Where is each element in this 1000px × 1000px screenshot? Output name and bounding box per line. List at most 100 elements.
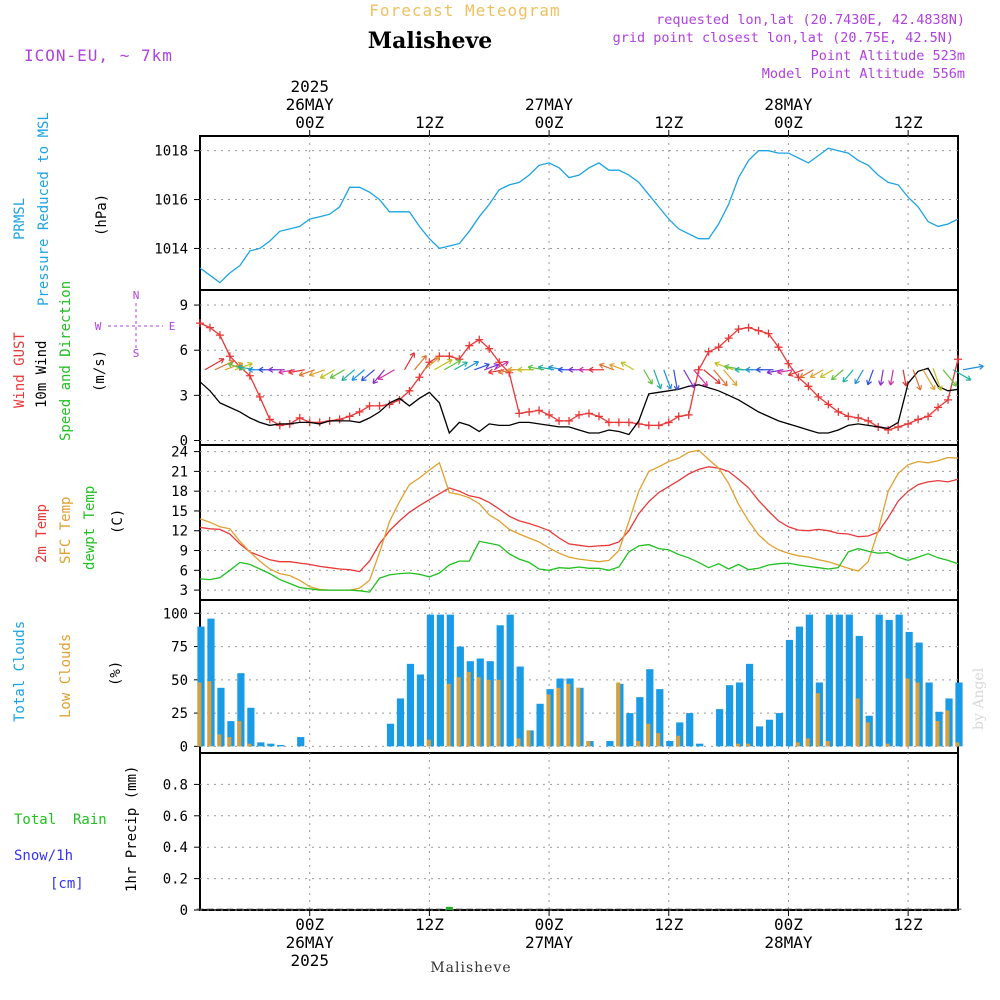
precip-bar [525, 908, 533, 910]
wind-arrow-head [537, 364, 544, 371]
location-title: Malisheve [368, 28, 492, 54]
wind-arrow [484, 363, 500, 371]
wind-arrow-shaft [204, 358, 225, 371]
clouds-cloud_total-bar [626, 713, 634, 747]
wind-arrow-head [557, 366, 563, 373]
compass-rose: N W E S [95, 289, 176, 360]
wind-arrow-shaft [683, 369, 695, 389]
wind-arrow-shaft [777, 369, 794, 374]
gust-marker [694, 365, 703, 374]
gust-marker [924, 412, 933, 421]
time-tick-label: 12Z [654, 915, 683, 934]
precip-bar [575, 908, 583, 910]
wind-arrow-head [421, 354, 427, 361]
gust-marker [225, 352, 234, 361]
point-altitude: Point Altitude 523m [811, 48, 965, 64]
wind-arrow [444, 359, 462, 371]
wind-arrow-shaft [714, 362, 734, 371]
clouds-cloud_low-bar [237, 721, 242, 747]
wind-arrow-head [978, 363, 984, 370]
clouds-cloud_total-bar [676, 722, 684, 747]
wind-arrow-shaft [234, 362, 253, 371]
wind-arrow-shaft [788, 369, 804, 376]
wind-arrow-head [809, 372, 816, 378]
clouds-cloud_total-bar [805, 614, 813, 747]
pressure-ytick-label: 1014 [154, 241, 188, 257]
clouds-cloud_total-bar [227, 721, 235, 747]
wind-arrow-shaft [329, 369, 345, 379]
sfc-title: SFC Temp [58, 497, 74, 564]
clouds-ytick-label: 50 [171, 673, 188, 689]
precip-bar [336, 908, 344, 910]
wind-arrow [227, 362, 246, 371]
precip-bar [784, 908, 792, 910]
wind-arrow-head [409, 352, 415, 358]
wind-arrow-head [609, 363, 615, 369]
pressure-panel: 1014 1016 1018 [154, 135, 959, 291]
pressure-title: PRMSL [12, 198, 28, 240]
clouds-cloud_total-bar [416, 674, 425, 747]
time-tick-label: 27MAY [525, 95, 574, 114]
wind-arrow-shaft [434, 359, 453, 371]
wind-arrow-head [819, 372, 826, 378]
wind-arrow-shaft [723, 369, 738, 386]
pressure-ytick-label: 1016 [154, 193, 188, 209]
precip-bar [495, 908, 503, 910]
precip-bar [884, 908, 892, 910]
requested-coords: requested lon,lat (20.7430E, 42.4838N) [656, 12, 965, 28]
clouds-cloud_total-bar [745, 663, 754, 747]
time-tick-label: 12Z [894, 113, 923, 132]
clouds-cloud_total-bar [406, 663, 415, 747]
precip-bar [715, 908, 723, 910]
clouds-cloud_total-bar [257, 742, 265, 747]
precip-bar [924, 908, 932, 910]
wind-arrow-head [766, 368, 773, 375]
wind-arrow-head [493, 363, 500, 369]
wind-arrow-head [724, 364, 730, 371]
wind-arrow-head [237, 364, 244, 371]
clouds-cloud_total-bar [396, 698, 405, 747]
wind-arrow-head [498, 368, 504, 375]
wind-arrow-shaft [319, 369, 335, 379]
wind-arrow-shaft [932, 368, 942, 391]
clouds-cloud_low-bar [456, 677, 461, 747]
precip-bar [595, 908, 603, 910]
gust-marker [215, 331, 224, 340]
wind-arrow-head [329, 373, 336, 379]
clouds-cloud_total-bar [845, 614, 853, 747]
time-tick-label: 12Z [415, 915, 444, 934]
clouds-cloud_total-bar [656, 689, 664, 747]
wind-arrow-head [620, 361, 627, 368]
wind-arrow-head [965, 375, 972, 381]
wind-arrow-head [462, 361, 468, 367]
time-tick-label: 26MAY [286, 95, 335, 114]
clouds-cloud_total-bar [895, 614, 903, 747]
compass-s: S [133, 347, 140, 360]
wind-arrow-head [360, 375, 367, 382]
wind-arrow-head [455, 359, 462, 365]
precip-panel: 0 0.2 0.4 0.6 0.8 [163, 752, 962, 919]
clouds-cloud_total-bar [885, 619, 893, 747]
wind-arrow [493, 360, 509, 371]
wind-arrow-head [484, 362, 490, 369]
wind-arrow [724, 364, 744, 371]
pressure-pressure-line [199, 147, 959, 284]
precip-bar [196, 908, 204, 910]
temperature-temp2m-line [199, 466, 959, 573]
wind-arrow-head [248, 366, 254, 373]
gust-marker [385, 400, 394, 409]
clouds-cloud_total-bar [835, 614, 843, 747]
time-tick-label: 2025 [290, 77, 329, 96]
wind-arrow-head [799, 372, 806, 379]
wind-arrow-head [951, 380, 958, 387]
temperature-ytick-label: 12 [171, 524, 188, 540]
pressure-ylabel: (hPa) [94, 194, 110, 236]
time-tick-label: 28MAY [764, 933, 813, 952]
time-tick-label: 27MAY [525, 933, 574, 952]
precip-bar [934, 908, 942, 910]
precip-bar [904, 908, 912, 910]
clouds-cloud_low-bar [526, 730, 531, 747]
wind-arrow-head [936, 385, 943, 391]
gust-marker [724, 334, 733, 343]
wind-arrow [653, 369, 663, 390]
